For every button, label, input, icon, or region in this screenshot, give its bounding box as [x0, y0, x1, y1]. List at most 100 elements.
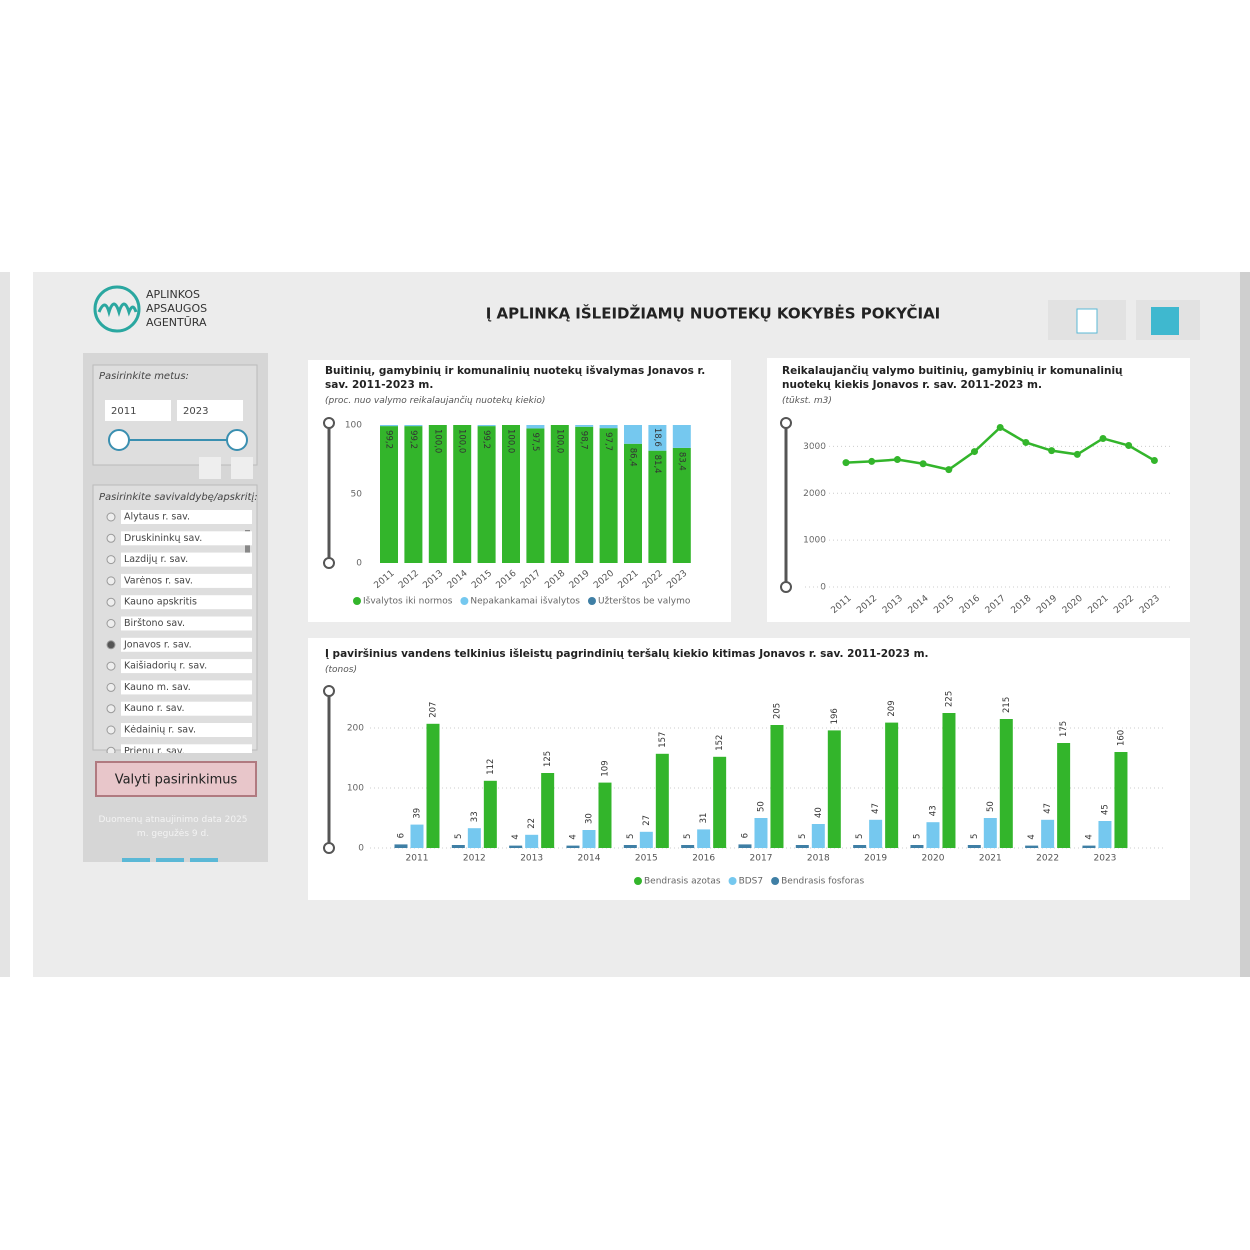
bar [410, 824, 424, 848]
range-handle[interactable] [108, 429, 130, 451]
logo: APLINKOS APSAUGOS AGENTŪRA [93, 285, 207, 333]
bar [672, 425, 691, 448]
bar [1057, 743, 1071, 848]
clear-button[interactable] [95, 761, 257, 797]
data-label: 109 [600, 760, 610, 776]
card [767, 358, 1190, 622]
area-list: Alytaus r. sav. Druskininkų sav. Lazdijų r… [106, 510, 252, 755]
radio[interactable] [106, 725, 116, 735]
data-label: 4 [511, 834, 521, 839]
data-label: 18,6 [652, 428, 662, 447]
data-label: 5 [855, 834, 865, 839]
data-label: 4 [1084, 834, 1094, 839]
bar [639, 831, 653, 848]
legend-label: Bendrasis fosforas [781, 877, 864, 887]
page-dot[interactable] [190, 858, 218, 862]
point [971, 448, 978, 456]
bar [1098, 821, 1112, 848]
page-dot[interactable] [156, 858, 184, 862]
bar [910, 845, 924, 848]
radio[interactable] [106, 555, 116, 565]
point [1099, 434, 1107, 442]
data-label: 30 [584, 813, 594, 824]
scrollbar [1240, 272, 1250, 977]
chart-title: Į paviršinius vandens telkinius išleistų… [325, 648, 929, 660]
radio[interactable] [106, 576, 116, 586]
bar [1041, 819, 1055, 848]
y-tick-label: 0 [358, 844, 364, 854]
area-label: Jonavos r. sav. [123, 639, 192, 650]
bar [575, 425, 594, 427]
bar [426, 723, 440, 848]
year-input[interactable] [177, 400, 243, 421]
data-label: 45 [1100, 804, 1110, 815]
data-label: 33 [470, 811, 480, 822]
bar [526, 428, 545, 563]
data-label: 4 [1027, 834, 1037, 839]
logo-text: AGENTŪRA [146, 316, 207, 329]
chart-header: Reikalaujančių valymo buitinių, gamybini… [782, 365, 1123, 406]
page-dot[interactable] [122, 858, 150, 862]
bar [983, 818, 997, 848]
radio[interactable] [106, 533, 116, 543]
bar [566, 845, 580, 848]
radio[interactable] [106, 661, 116, 671]
area-item [121, 616, 252, 631]
slider-handle[interactable] [323, 417, 335, 429]
legend-label: Bendrasis azotas [644, 877, 721, 887]
radio[interactable] [106, 619, 116, 628]
bar [648, 425, 667, 451]
list-scrollbar[interactable] [245, 530, 250, 566]
data-label: 5 [798, 834, 808, 839]
area-label: Pasirinkite savivaldybę/apskritį: [99, 492, 258, 503]
chart-subtitle: (tūkst. m3) [782, 396, 832, 406]
x-tick-label: 2023 [1094, 854, 1117, 864]
data-label: 43 [928, 805, 938, 816]
year-input[interactable] [105, 400, 171, 421]
data-label: 31 [699, 813, 709, 824]
data-label: 157 [658, 732, 668, 748]
slider-handle[interactable] [323, 842, 335, 854]
slider-handle[interactable] [323, 685, 335, 697]
filter-icon[interactable] [199, 457, 221, 479]
slider-handle[interactable] [780, 581, 792, 593]
y-tick-label: 2000 [803, 489, 826, 499]
chart-header: Buitinių, gamybinių ir komunalinių nuote… [325, 365, 705, 406]
radio[interactable] [106, 746, 116, 755]
area-item [121, 510, 252, 524]
bar [754, 818, 768, 848]
point [1073, 450, 1081, 458]
x-tick-label: 2012 [463, 854, 486, 864]
logo-text: APSAUGOS [146, 302, 207, 315]
radio[interactable] [106, 682, 116, 692]
data-label: 152 [715, 735, 725, 751]
range-handle[interactable] [226, 429, 248, 451]
bar [624, 443, 642, 563]
y-tick-label: 0 [356, 559, 362, 569]
area-item [121, 659, 252, 674]
area-item [121, 637, 252, 652]
radio[interactable] [106, 640, 116, 650]
radio[interactable] [106, 512, 116, 522]
data-label: 160 [1116, 730, 1126, 746]
data-label: 97,7 [603, 432, 613, 451]
nav-icons[interactable] [1048, 300, 1200, 340]
bar [582, 830, 596, 848]
y-tick-label: 50 [351, 490, 363, 500]
point [1048, 447, 1056, 455]
slider-handle[interactable] [323, 557, 335, 569]
edge [0, 272, 10, 977]
icon [1151, 307, 1179, 335]
data-label: 100,0 [506, 429, 516, 453]
slider-handle[interactable] [780, 417, 792, 429]
legend-marker [460, 597, 469, 605]
expand-icon[interactable] [231, 457, 253, 479]
legend-label: BDS7 [739, 877, 764, 887]
legend-label: Išvalytos iki normos [363, 596, 453, 607]
radio[interactable] [106, 704, 116, 714]
bar [655, 753, 669, 848]
point [842, 459, 850, 467]
radio[interactable] [106, 597, 116, 607]
x-tick-label: 2016 [692, 854, 715, 864]
